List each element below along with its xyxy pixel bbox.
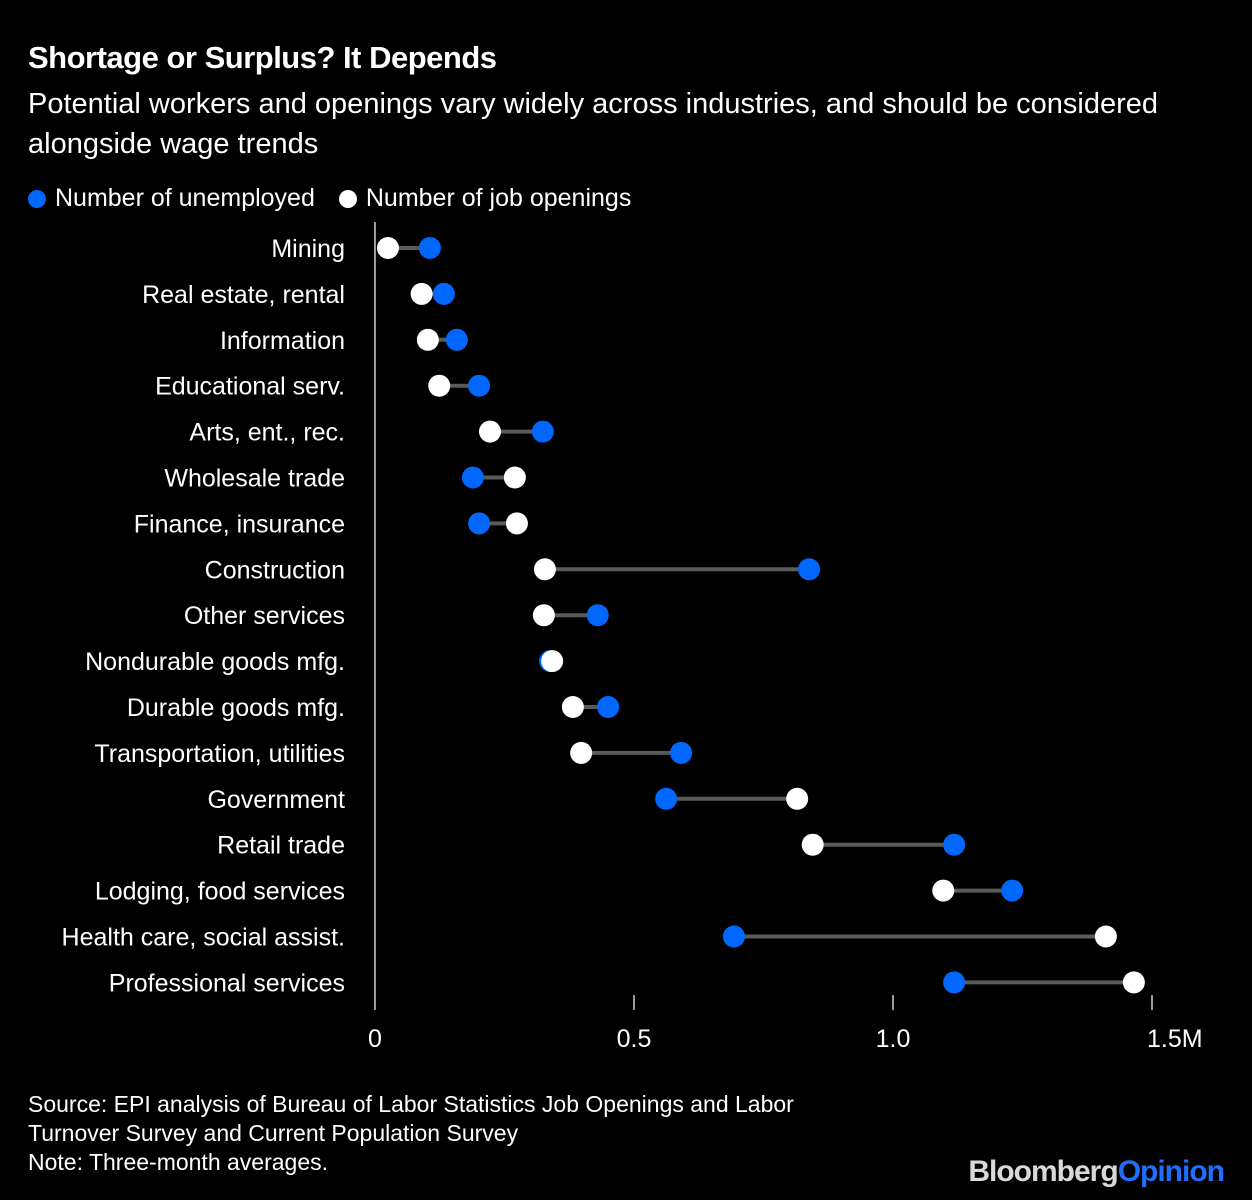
chart-row: Mining [271, 235, 441, 263]
dumbbell-chart: 0 0.5 1.0 1.5M Mining Real estate, rental Inf… [62, 222, 1203, 1053]
category-label: Health care, social assist. [62, 924, 345, 952]
legend-swatch-openings [338, 189, 357, 208]
chart-row: Finance, insurance [134, 510, 528, 538]
x-tick-label: 1.5M [1147, 1025, 1203, 1053]
bloomberg-opinion-logo: BloombergOpinion [968, 1155, 1225, 1189]
legend-item-unemployed: Number of unemployed [28, 184, 315, 213]
category-label: Government [207, 786, 345, 814]
chart-row: Transportation, utilities [94, 740, 693, 768]
unemployed-point [432, 282, 455, 305]
chart-row: Other services [184, 602, 609, 630]
unemployed-point [586, 604, 609, 627]
x-tick-label: 1.0 [876, 1025, 911, 1053]
openings-point [416, 328, 439, 351]
unemployed-point [943, 971, 966, 994]
chart-row: Arts, ent., rec. [189, 419, 554, 447]
category-label: Construction [205, 556, 345, 584]
unemployed-point [1001, 879, 1024, 902]
openings-point [541, 650, 564, 673]
category-label: Finance, insurance [134, 510, 345, 538]
category-label: Other services [184, 602, 345, 630]
openings-point [410, 282, 433, 305]
category-label: Real estate, rental [142, 281, 345, 309]
category-label: Nondurable goods mfg. [85, 648, 345, 676]
category-label: Mining [271, 235, 345, 263]
openings-point [376, 237, 399, 259]
chart-row: Information [220, 327, 468, 355]
openings-point [932, 879, 955, 902]
legend-swatch-unemployed [28, 189, 46, 208]
chart-row: Real estate, rental [142, 281, 455, 309]
unemployed-point [943, 833, 966, 856]
chart-row: Government [207, 786, 809, 814]
unemployed-point [418, 237, 441, 259]
unemployed-point [670, 741, 693, 764]
source-line: Turnover Survey and Current Population S… [28, 1120, 519, 1146]
category-label: Professional services [109, 969, 345, 997]
chart-row: Durable goods mfg. [127, 694, 620, 722]
category-label: Information [220, 327, 345, 355]
category-label: Durable goods mfg. [127, 694, 345, 722]
openings-point [561, 696, 584, 718]
chart-row: Construction [205, 556, 821, 584]
axis-layer: 0 0.5 1.0 1.5M [368, 222, 1203, 1053]
openings-point [533, 558, 556, 581]
unemployed-point [798, 558, 821, 581]
openings-point [1122, 971, 1145, 994]
source-note: Source: EPI analysis of Bureau of Labor … [28, 1090, 794, 1177]
category-label: Retail trade [217, 832, 345, 860]
category-label: Wholesale trade [164, 465, 345, 493]
unemployed-point [597, 696, 620, 718]
brand-part1: Bloomberg [968, 1155, 1118, 1188]
openings-point [505, 512, 528, 535]
legend: Number of unemployed Number of job openi… [28, 184, 655, 213]
chart-row: Nondurable goods mfg. [85, 648, 564, 676]
unemployed-point [461, 466, 484, 489]
category-label: Transportation, utilities [94, 740, 345, 768]
openings-point [801, 833, 824, 856]
unemployed-point [468, 512, 491, 535]
x-tick-label: 0 [368, 1025, 382, 1053]
unemployed-point [722, 925, 745, 948]
rows-layer: Mining Real estate, rental Information Educ… [62, 235, 1145, 997]
category-label: Arts, ent., rec. [189, 419, 345, 447]
unemployed-point [468, 374, 491, 397]
openings-point [786, 787, 809, 810]
openings-point [570, 741, 593, 764]
openings-point [1094, 925, 1117, 948]
openings-point [478, 420, 501, 443]
source-line: Source: EPI analysis of Bureau of Labor … [28, 1091, 794, 1117]
category-label: Lodging, food services [95, 878, 345, 906]
category-label: Educational serv. [155, 373, 345, 401]
openings-point [503, 466, 526, 489]
unemployed-point [445, 328, 468, 351]
unemployed-point [655, 787, 678, 810]
chart-row: Educational serv. [155, 373, 491, 401]
legend-label-unemployed: Number of unemployed [55, 184, 315, 212]
legend-item-openings: Number of job openings [338, 184, 632, 213]
unemployed-point [531, 420, 554, 443]
chart-row: Retail trade [217, 832, 966, 860]
note-line: Note: Three-month averages. [28, 1149, 329, 1175]
chart-row: Professional services [109, 969, 1145, 997]
x-tick-label: 0.5 [617, 1025, 652, 1053]
brand-part2: Opinion [1117, 1155, 1225, 1188]
chart-row: Wholesale trade [164, 465, 526, 493]
chart-row: Lodging, food services [95, 878, 1024, 906]
openings-point [428, 374, 451, 397]
legend-label-openings: Number of job openings [365, 184, 632, 212]
chart-row: Health care, social assist. [62, 924, 1117, 952]
chart-subtitle: Potential workers and openings vary wide… [28, 88, 1159, 160]
openings-point [532, 604, 555, 627]
chart-title: Shortage or Surplus? It Depends [28, 40, 497, 75]
